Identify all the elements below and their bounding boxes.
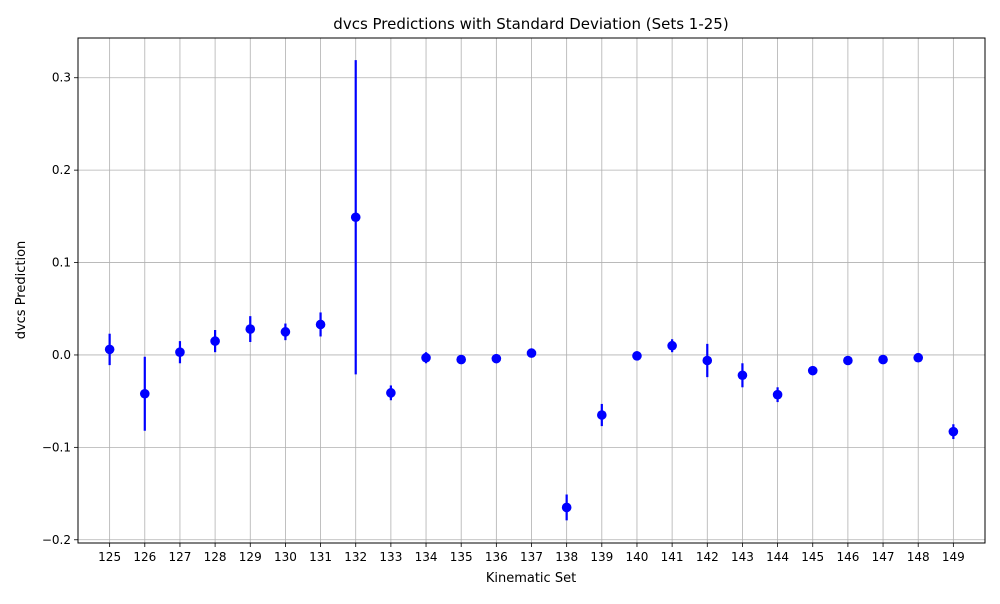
data-point [315, 319, 326, 330]
x-tick-label: 135 [450, 550, 473, 564]
data-point [948, 426, 959, 437]
data-point [350, 212, 361, 223]
data-point [561, 502, 572, 513]
y-tick-label: −0.1 [42, 440, 71, 454]
data-layer [104, 60, 959, 521]
y-tick-label: 0.1 [52, 256, 71, 270]
x-tick-label: 136 [485, 550, 508, 564]
data-point [807, 365, 818, 376]
data-point [913, 352, 924, 363]
y-tick-label: 0.2 [52, 163, 71, 177]
x-tick-label: 146 [836, 550, 859, 564]
x-tick-label: 140 [626, 550, 649, 564]
x-tick-label: 141 [661, 550, 684, 564]
y-tick-label: 0.0 [52, 348, 71, 362]
x-tick-label: 147 [872, 550, 895, 564]
data-point [175, 347, 185, 357]
y-tick-label: 0.3 [52, 71, 71, 85]
chart-title: dvcs Predictions with Standard Deviation… [333, 15, 728, 33]
x-tick-label: 134 [415, 550, 438, 564]
x-tick-label: 133 [379, 550, 402, 564]
x-tick-label: 149 [942, 550, 965, 564]
x-tick-label: 127 [168, 550, 191, 564]
data-point [702, 355, 713, 366]
x-tick-label: 145 [801, 550, 824, 564]
y-axis: −0.2 −0.1 0.0 0.1 0.2 0.3 [42, 71, 78, 547]
data-point [597, 410, 607, 420]
x-tick-label: 126 [133, 550, 156, 564]
x-tick-label: 139 [590, 550, 613, 564]
data-point [667, 340, 677, 351]
x-tick-label: 142 [696, 550, 719, 564]
x-tick-label: 128 [204, 550, 227, 564]
data-point [878, 354, 888, 365]
x-tick-label: 125 [98, 550, 121, 564]
data-point [421, 352, 431, 363]
data-point [139, 388, 150, 399]
data-point [491, 353, 502, 364]
x-tick-label: 138 [555, 550, 578, 564]
data-point [772, 389, 783, 400]
y-tick-label: −0.2 [42, 533, 71, 547]
y-axis-label: dvcs Prediction [14, 241, 29, 340]
data-point [245, 324, 256, 334]
x-axis-label: Kinematic Set [486, 571, 576, 586]
x-tick-label: 130 [274, 550, 297, 564]
x-tick-label: 144 [766, 550, 789, 564]
x-tick-label: 129 [239, 550, 262, 564]
data-point [737, 370, 748, 381]
data-point [280, 327, 291, 337]
data-point [526, 348, 537, 358]
data-point [386, 388, 396, 398]
x-tick-label: 137 [520, 550, 543, 564]
data-point [456, 354, 466, 365]
grid-layer [78, 38, 985, 543]
data-point [210, 336, 220, 346]
data-point [632, 351, 642, 361]
x-tick-label: 148 [907, 550, 930, 564]
data-point [104, 344, 115, 355]
x-tick-label: 131 [309, 550, 332, 564]
data-point [843, 355, 853, 366]
x-tick-label: 143 [731, 550, 754, 564]
x-tick-label: 132 [344, 550, 367, 564]
x-axis: 125 126 127 128 129 130 131 132 133 134 135 136 137 1… [98, 543, 965, 564]
